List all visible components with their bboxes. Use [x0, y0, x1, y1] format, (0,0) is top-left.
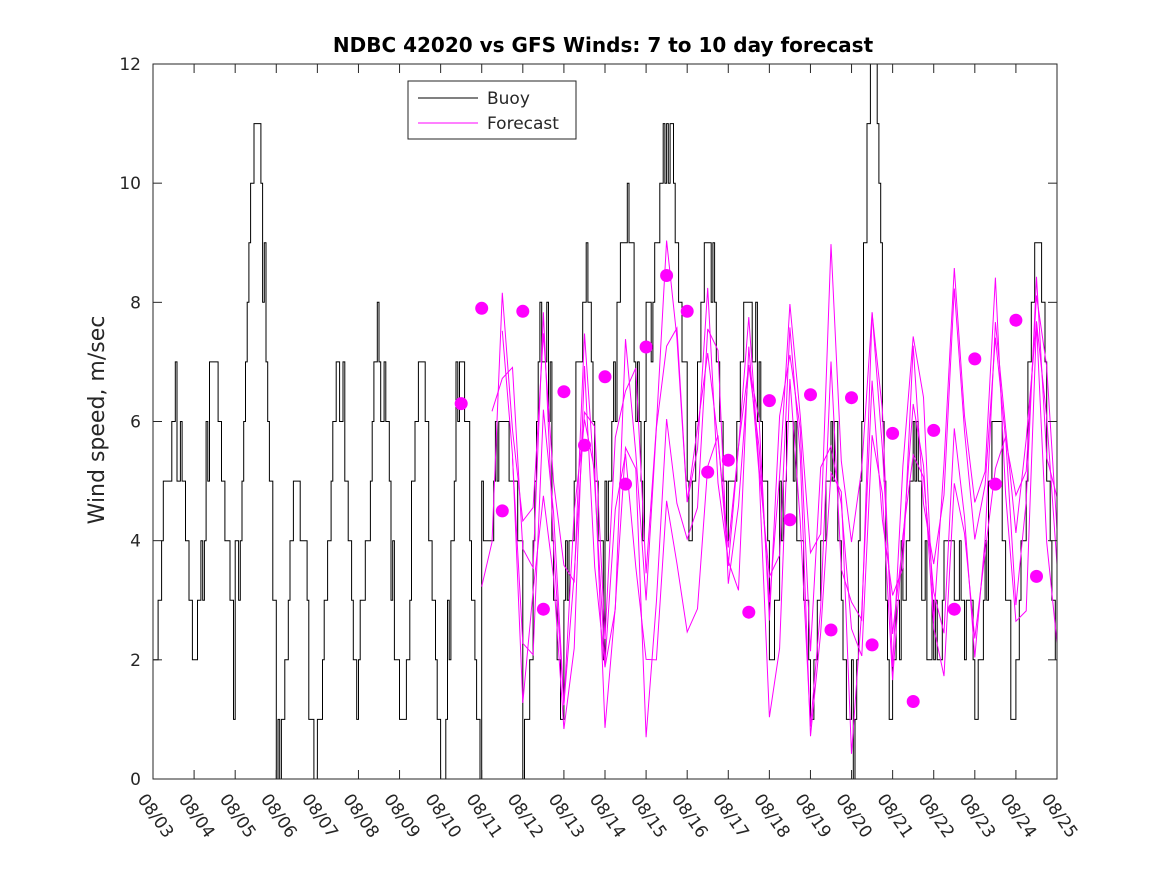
forecast-marker [454, 397, 468, 411]
forecast-marker [742, 605, 756, 619]
forecast-marker [516, 304, 530, 318]
forecast-marker [865, 638, 879, 652]
forecast-marker [660, 269, 674, 282]
legend-label-buoy: Buoy [487, 89, 530, 109]
forecast-marker [988, 477, 1002, 491]
forecast-marker [701, 465, 715, 479]
forecast-marker [1030, 569, 1043, 583]
forecast-marker [475, 301, 489, 315]
legend-label-forecast: Forecast [487, 114, 559, 134]
forecast-marker [783, 513, 797, 527]
legend-box [407, 80, 577, 140]
forecast-series-line-2 [491, 312, 1058, 738]
forecast-marker [762, 394, 776, 408]
forecast-marker [721, 453, 735, 467]
forecast-marker [906, 695, 920, 708]
forecast-series-line-1 [481, 244, 1058, 677]
y-tick-label: 12 [119, 55, 141, 75]
y-tick-label: 0 [130, 770, 141, 790]
chart-title: NDBC 42020 vs GFS Winds: 7 to 10 day for… [333, 33, 874, 57]
y-tick-label: 6 [130, 413, 141, 433]
y-tick-label: 2 [130, 651, 141, 671]
forecast-marker [619, 477, 632, 491]
forecast-marker [557, 385, 571, 399]
forecast-marker [968, 352, 982, 366]
forecast-marker [639, 340, 653, 354]
forecast-marker [680, 304, 694, 318]
forecast-marker [927, 423, 941, 437]
forecast-marker [1009, 313, 1023, 327]
forecast-marker [598, 370, 612, 384]
forecast-marker [578, 438, 591, 452]
forecast-marker [536, 602, 550, 616]
y-axis-label: Wind speed, m/sec [85, 316, 110, 525]
forecast-marker [824, 623, 838, 637]
forecast-marker [886, 426, 900, 440]
forecast-marker [804, 388, 817, 402]
y-tick-label: 10 [119, 174, 141, 194]
forecast-marker [845, 391, 858, 405]
legend: Buoy Forecast [407, 80, 577, 140]
forecast-marker [495, 504, 509, 518]
forecast-series-line-3 [501, 288, 1058, 754]
y-tick-label: 4 [130, 532, 141, 552]
forecast-series-line-4 [512, 240, 1058, 727]
y-tick-label: 8 [130, 293, 141, 313]
forecast-marker [947, 602, 961, 616]
